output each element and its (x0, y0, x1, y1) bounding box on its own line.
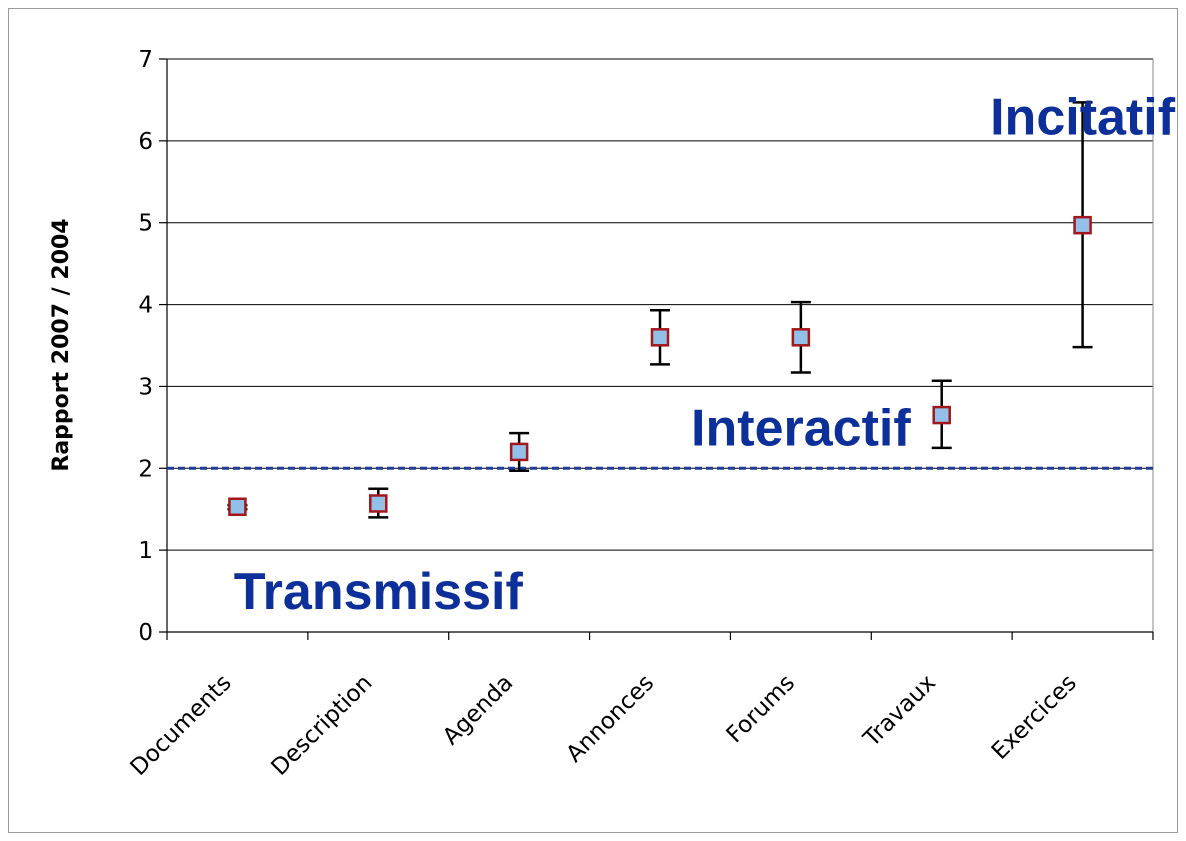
zone-label: Interactif (691, 399, 911, 457)
zone-label: Incitatif (990, 88, 1176, 146)
data-point-marker (509, 442, 529, 462)
x-category-label: Forums (722, 670, 800, 748)
data-points (228, 215, 1092, 517)
y-tick-label: 5 (138, 211, 153, 237)
data-point-marker (650, 328, 670, 347)
y-tick-label: 1 (138, 538, 153, 564)
axes (159, 58, 1154, 640)
zone-label: Transmissif (234, 563, 524, 621)
zone-annotations: Transmissif Interactif Incitatif (234, 88, 1176, 621)
data-point-marker (791, 328, 811, 347)
y-axis-label: Rapport 2007 / 2004 (49, 218, 74, 471)
x-category-label: Agenda (438, 670, 518, 750)
y-tick-label: 6 (138, 129, 153, 155)
chart-frame (8, 8, 1178, 833)
data-point-marker (932, 405, 951, 425)
y-tick-label: 0 (138, 620, 153, 646)
error-bars (227, 101, 1093, 519)
x-category-label: Annonces (561, 670, 659, 768)
y-tick-label: 4 (138, 293, 153, 319)
y-tick-label: 3 (138, 374, 153, 400)
y-tick-label: 2 (138, 456, 153, 482)
data-point-marker (369, 494, 388, 513)
grid-lines (167, 58, 1153, 551)
x-category-label: Description (267, 670, 378, 781)
x-category-label: Documents (126, 670, 237, 781)
x-category-label: Exercices (987, 670, 1082, 765)
data-point-marker (228, 497, 247, 517)
x-category-label: Travaux (858, 670, 941, 753)
x-category-labels: Documents Description Agenda Annonces Forums… (126, 670, 1082, 781)
data-point-marker (1073, 215, 1092, 235)
y-tick-label: 7 (138, 47, 153, 73)
y-tick-labels: 0 1 2 3 4 5 6 7 (138, 47, 153, 646)
